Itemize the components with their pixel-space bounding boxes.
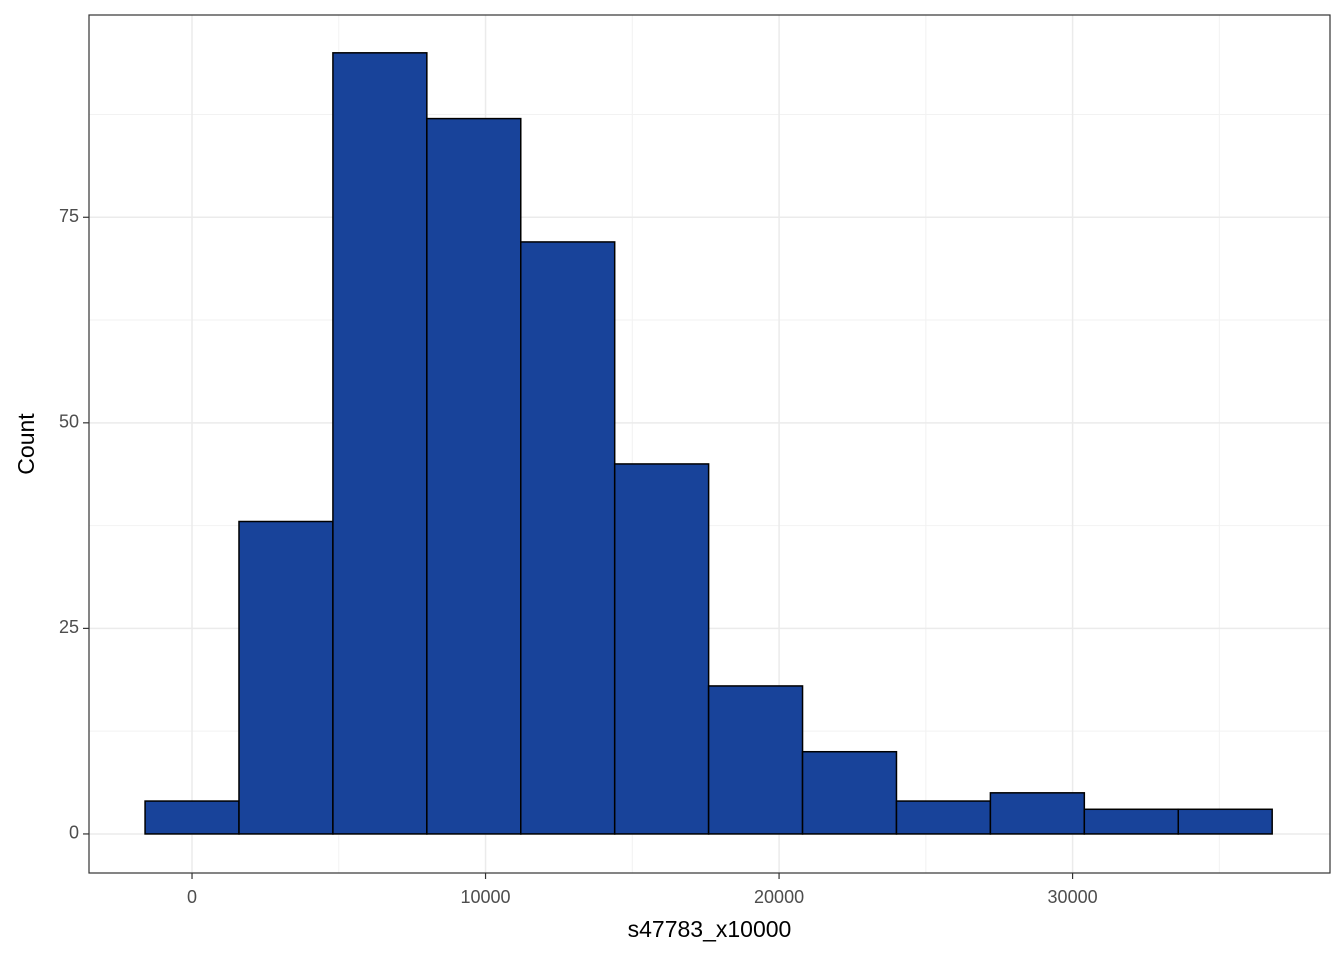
x-tick-label: 30000 [1048, 887, 1098, 907]
bars [144, 52, 1273, 835]
bar [1083, 808, 1180, 835]
bar [613, 463, 710, 835]
y-tick-label: 75 [59, 206, 79, 226]
x-tick-label: 20000 [754, 887, 804, 907]
bar [520, 241, 616, 835]
bar [332, 52, 428, 835]
panel-border [88, 14, 1331, 874]
bar [989, 792, 1086, 835]
bar [144, 800, 240, 835]
y-axis-title: Count [13, 413, 39, 475]
bar [801, 750, 898, 835]
bar [707, 685, 804, 835]
bar [426, 117, 522, 835]
axes: 0 10000 20000 30000 0 25 50 75 [59, 206, 1098, 907]
y-tick-label: 50 [59, 412, 79, 432]
bar [1177, 808, 1273, 835]
x-tick-label: 10000 [461, 887, 511, 907]
x-tick-label: 0 [187, 887, 197, 907]
y-tick-label: 25 [59, 617, 79, 637]
y-tick-label: 0 [69, 823, 79, 843]
bar [895, 800, 992, 835]
bar [238, 520, 334, 835]
x-axis-title: s47783_x10000 [628, 916, 792, 942]
